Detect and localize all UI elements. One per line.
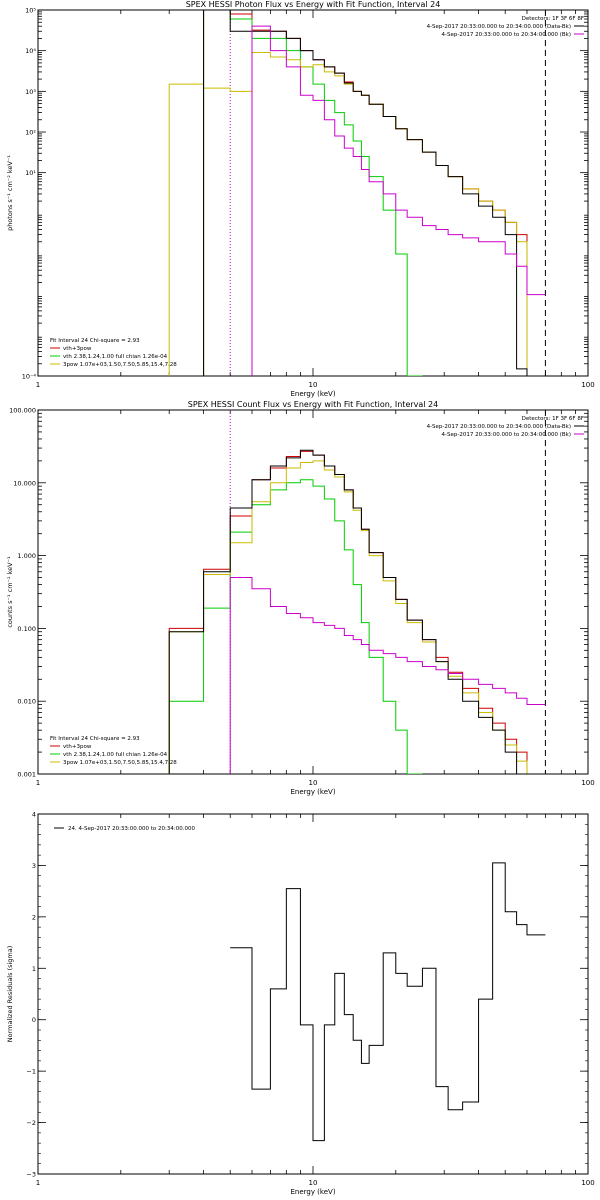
x-tick-label: 100 — [581, 381, 594, 389]
y-tick-label: 0.010 — [17, 698, 36, 706]
x-tick-label: 10 — [309, 779, 318, 787]
y-tick-label: 1.000 — [17, 552, 36, 560]
x-tick-label: 10 — [309, 381, 318, 389]
y-tick-label: 4 — [32, 811, 36, 819]
y-tick-label: 10¹ — [25, 169, 36, 177]
legend-bottom-label: 3pow 1.07e+03,1.50,7.50,5.85,15.4,7.28 — [63, 760, 177, 766]
series-4-sep-2017-20-33-00-000-to-20-34-00-000- — [251, 25, 546, 376]
panel-3: 1 10 100 Energy (keV) −3 −2 −1 0 1 2 3 4 Normalized … — [6, 811, 595, 1197]
legend-top-label: 4-Sep-2017 20:33:00.000 to 20:34:00.000 … — [442, 32, 572, 38]
y-tick-label: 10² — [25, 129, 36, 137]
y-tick-label: 10⁴ — [25, 47, 36, 55]
y-tick-label: 10.000 — [13, 479, 36, 487]
series-24-4-sep-2017-20-33-00-000-to-20-34-00-0 — [230, 862, 546, 1142]
y-tick-label: −1 — [26, 1068, 36, 1076]
series-vth — [203, 10, 423, 376]
series-4-sep-2017-20-33-00-000-to-20-34-00-000- — [229, 577, 546, 774]
legend-top-label: 4-Sep-2017 20:33:00.000 to 20:34:00.000 … — [427, 424, 571, 430]
legend-bottom-title: Fit Interval 24 Chi-square = 2.93 — [50, 338, 140, 344]
series-vth — [168, 479, 423, 774]
y-tick-label: 3 — [32, 862, 36, 870]
legend-label: 24. 4-Sep-2017 20:33:00.000 to 20:34:00.… — [68, 826, 195, 832]
legend-bottom-title: Fit Interval 24 Chi-square = 2.93 — [50, 736, 140, 742]
x-tick-label: 100 — [581, 1179, 594, 1187]
x-tick-label: 10 — [309, 1179, 318, 1187]
panel-2: SPEX HESSI Count Flux vs Energy with Fit… — [6, 400, 595, 796]
chart-title: SPEX HESSI Photon Flux vs Energy with Fi… — [186, 0, 441, 9]
legend-top-title: Detectors: 1F 3F 6F 8F — [522, 16, 584, 22]
legend-bottom-label: vth+3pow — [63, 744, 92, 750]
y-tick-label: 10³ — [25, 88, 36, 96]
y-axis-label: counts s⁻¹ cm⁻² keV⁻¹ — [6, 556, 14, 628]
chart-title: SPEX HESSI Count Flux vs Energy with Fit… — [188, 400, 439, 409]
y-axis-label: Normalized Residuals (sigma) — [6, 946, 14, 1043]
legend-bottom-label: vth 2.38,1.24,1.00 full chian 1.26e-04 — [63, 752, 168, 758]
series-group — [168, 10, 546, 376]
y-tick-label: −3 — [26, 1171, 36, 1179]
series-4-sep-2017-20-33-00-000-to-20-34-00-000- — [168, 449, 546, 774]
legend-bottom-label: vth 2.38,1.24,1.00 full chian 1.26e-04 — [63, 354, 168, 360]
legend-bottom-label: vth+3pow — [63, 346, 92, 352]
y-axis-label: photons s⁻¹ cm⁻² keV⁻¹ — [6, 155, 14, 231]
x-tick-label: 1 — [36, 1179, 40, 1187]
series-group — [168, 449, 546, 774]
legend-top-title: Detectors: 1F 3F 6F 8F — [522, 416, 584, 422]
series-4-sep-2017-20-33-00-000-to-20-34-00-000- — [203, 10, 546, 376]
y-tick-label: 100.000 — [9, 407, 36, 415]
x-axis-label: Energy (keV) — [290, 390, 335, 398]
y-tick-label: 2 — [32, 913, 36, 921]
x-axis-label: Energy (keV) — [290, 1188, 335, 1196]
x-tick-label: 1 — [36, 381, 40, 389]
series-group — [230, 862, 546, 1142]
legend-top-label: 4-Sep-2017 20:33:00.000 to 20:34:00.000 … — [427, 24, 571, 30]
panel-1: SPEX HESSI Photon Flux vs Energy with Fi… — [6, 0, 595, 398]
legend-top-label: 4-Sep-2017 20:33:00.000 to 20:34:00.000 … — [442, 432, 572, 438]
x-tick-label: 1 — [36, 779, 40, 787]
y-tick-label: 10⁵ — [25, 7, 36, 15]
y-tick-label: −2 — [26, 1119, 36, 1127]
y-tick-label: 10⁻⁴ — [22, 373, 37, 381]
y-tick-label: 0.100 — [17, 625, 36, 633]
y-tick-label: 0.001 — [17, 771, 36, 779]
y-tick-label: 0 — [32, 1016, 36, 1024]
legend-bottom-label: 3pow 1.07e+03,1.50,7.50,5.85,15.4,7.28 — [63, 362, 177, 368]
x-axis-label: Energy (keV) — [290, 788, 335, 796]
x-tick-label: 100 — [581, 779, 594, 787]
y-tick-label: 1 — [32, 965, 36, 973]
